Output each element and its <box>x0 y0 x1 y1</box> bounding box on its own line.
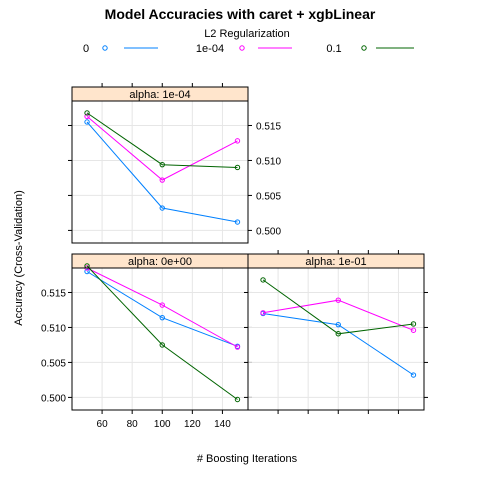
legend-label: 0 <box>83 43 89 55</box>
data-point <box>410 327 417 333</box>
x-tick-label: 60 <box>97 419 109 430</box>
data-point <box>410 372 417 378</box>
data-point <box>159 302 165 308</box>
data-point <box>260 310 266 316</box>
panel-strip-label: alpha: 1e-04 <box>129 89 190 101</box>
panel-strip-label: alpha: 0e+00 <box>128 256 192 268</box>
data-point <box>159 161 165 168</box>
panel-frame <box>71 100 249 244</box>
panel-frame <box>71 267 249 411</box>
chart-title: Model Accuracies with caret + xgbLinear <box>105 6 376 22</box>
legend-label: 0.1 <box>326 43 341 55</box>
data-point <box>159 177 165 183</box>
data-point <box>159 205 165 211</box>
data-point <box>335 331 341 337</box>
panel-strip-label: alpha: 1e-01 <box>305 256 366 268</box>
y-tick-label: 0.510 <box>41 323 66 334</box>
data-point <box>260 277 266 283</box>
data-point <box>234 344 241 350</box>
panel-frame <box>247 267 425 411</box>
legend-title: L2 Regularization <box>204 28 290 40</box>
series-line <box>86 271 238 347</box>
data-point <box>84 119 90 125</box>
x-tick-label: 120 <box>184 419 201 430</box>
x-tick-label: 80 <box>127 419 139 430</box>
data-point <box>234 164 241 171</box>
data-point <box>84 110 90 116</box>
series-line <box>86 116 238 181</box>
y-tick-label: 0.500 <box>41 393 66 404</box>
panel: alpha: 1e-01 <box>244 250 428 414</box>
legend: 0 1e-04 0.1 <box>83 43 414 55</box>
x-tick-label: 140 <box>214 419 231 430</box>
series-line <box>86 265 238 400</box>
panel: alpha: 0e+00 0.500 0.505 0.510 0.515 60 80 100 1… <box>41 253 252 430</box>
data-point <box>234 138 241 144</box>
data-point <box>84 113 90 120</box>
y-tick-label: 0.505 <box>256 191 281 202</box>
y-tick-label: 0.510 <box>256 156 281 167</box>
series-line <box>262 279 414 335</box>
data-point <box>335 321 341 328</box>
series-line <box>86 121 238 223</box>
data-point <box>84 268 90 275</box>
legend-point <box>239 45 245 51</box>
series-line <box>262 299 414 331</box>
y-tick-label: 0.500 <box>256 226 281 237</box>
data-point <box>234 219 241 225</box>
data-point <box>410 321 417 327</box>
y-axis-label: Accuracy (Cross-Validation) <box>13 190 25 326</box>
y-tick-label: 0.505 <box>41 358 66 369</box>
data-point <box>159 314 165 321</box>
y-tick-label: 0.515 <box>256 121 281 132</box>
legend-label: 1e-04 <box>196 43 224 55</box>
legend-point <box>361 45 367 51</box>
legend-point <box>102 45 108 51</box>
series-line <box>86 267 238 348</box>
panel: alpha: 1e-04 0.500 0.505 0.510 0.515 <box>68 83 281 244</box>
data-point <box>234 396 241 403</box>
y-tick-label: 0.515 <box>41 288 66 299</box>
x-tick-label: 100 <box>154 419 171 430</box>
x-axis-label: # Boosting Iterations <box>197 453 298 465</box>
data-point <box>335 297 341 303</box>
series-line <box>86 112 238 168</box>
data-point <box>159 342 165 348</box>
series-line <box>262 313 414 376</box>
